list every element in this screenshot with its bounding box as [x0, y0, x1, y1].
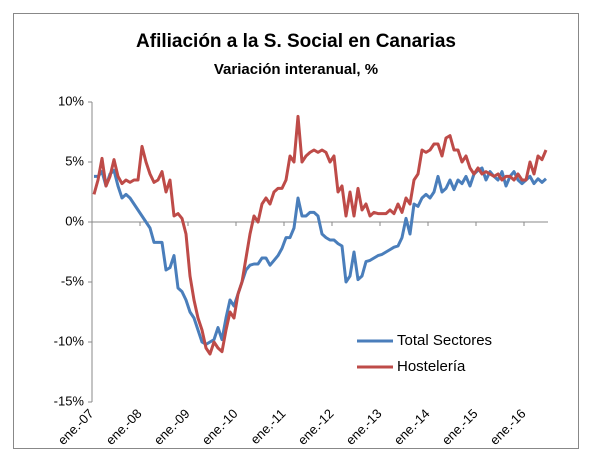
y-tick-label: -15%	[54, 393, 85, 408]
chart-title: Afiliación a la S. Social en Canarias	[136, 31, 456, 52]
y-tick-label: 0%	[65, 213, 84, 228]
legend-box	[355, 322, 565, 386]
series-line	[92, 114, 548, 356]
y-tick-label: 5%	[65, 153, 84, 168]
y-tick-label: -10%	[54, 333, 85, 348]
series-line	[94, 166, 548, 346]
y-tick-label: -5%	[61, 273, 85, 288]
legend-label: Hostelería	[397, 358, 466, 375]
chart-subtitle: Variación interanual, %	[214, 61, 378, 78]
y-tick-label: 10%	[58, 93, 84, 108]
legend-label: Total Sectores	[397, 332, 492, 349]
